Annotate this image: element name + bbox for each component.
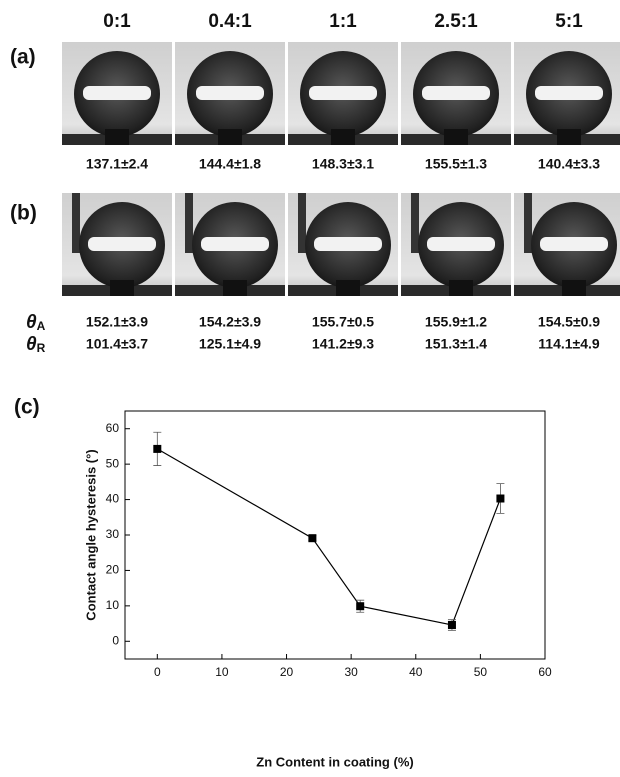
y-tick-label: 60 [106,421,120,435]
needle [185,193,193,253]
y-tick-label: 50 [106,456,120,470]
panel-label: (c) [14,396,40,419]
x-tick-label: 20 [280,665,294,679]
column-header: 0:1 [103,11,131,32]
droplet-base [557,129,581,145]
x-tick-label: 30 [344,665,358,679]
column-header: 2.5:1 [434,11,478,32]
column-header: 0.4:1 [208,11,252,32]
y-tick-label: 40 [106,492,120,506]
droplet-base [449,280,473,296]
droplet-photo [401,193,511,296]
advancing-angle: 154.2±3.9 [199,314,261,330]
y-tick-label: 10 [106,598,120,612]
droplet-highlight [309,86,377,100]
droplet-base [331,129,355,145]
contact-angle: 148.3±3.1 [312,156,374,172]
needle [298,193,306,253]
droplet-highlight [196,86,264,100]
droplet-photo [62,42,172,145]
x-tick-label: 0 [154,665,161,679]
droplet-highlight [535,86,603,100]
contact-angle: 144.4±1.8 [199,156,261,172]
data-point [356,602,365,611]
theta-symbol: θ [26,334,37,355]
receding-angle: 151.3±1.4 [425,336,487,352]
x-axis-label: Zn Content in coating (%) [256,754,413,769]
advancing-angle: 155.7±0.5 [312,314,374,330]
panel-label: (a) [10,46,36,69]
column-header: 5:1 [555,11,583,32]
y-tick-label: 30 [106,527,120,541]
droplet-photo [62,193,172,296]
droplet-highlight [201,237,269,251]
droplet-highlight [427,237,495,251]
needle [411,193,419,253]
plot-frame [124,410,546,660]
theta-label: θR [26,334,46,355]
droplet-base [105,129,129,145]
droplet-base [562,280,586,296]
advancing-angle: 154.5±0.9 [538,314,600,330]
needle [524,193,532,253]
x-tick-label: 10 [215,665,229,679]
y-axis-label: Contact angle hysteresis (°) [83,449,98,620]
droplet-highlight [83,86,151,100]
droplet-highlight [422,86,490,100]
droplet-base [110,280,134,296]
droplet-highlight [314,237,382,251]
droplet-base [218,129,242,145]
data-point [308,534,317,543]
droplet-photo [288,193,398,296]
advancing-angle: 152.1±3.9 [86,314,148,330]
y-tick-label: 0 [112,633,119,647]
data-point [153,444,162,453]
theta-label: θA [26,312,46,333]
droplet-photo [288,42,398,145]
droplet-photo [514,193,620,296]
droplet-photo [175,42,285,145]
droplet-base [336,280,360,296]
theta-symbol: θ [26,312,37,333]
droplet-photo [175,193,285,296]
contact-angle: 140.4±3.3 [538,156,600,172]
droplet-photo [401,42,511,145]
panel-label: (b) [10,202,37,225]
data-point [447,620,456,629]
theta-subscript: R [37,341,46,355]
droplet-highlight [540,237,608,251]
receding-angle: 125.1±4.9 [199,336,261,352]
data-line [157,448,501,626]
droplet-photo [514,42,620,145]
needle [72,193,80,253]
advancing-angle: 155.9±1.2 [425,314,487,330]
receding-angle: 101.4±3.7 [86,336,148,352]
receding-angle: 114.1±4.9 [538,336,600,352]
receding-angle: 141.2±9.3 [312,336,374,352]
droplet-base [444,129,468,145]
droplet-highlight [88,237,156,251]
x-tick-label: 40 [409,665,423,679]
y-tick-label: 20 [106,563,120,577]
data-point [496,494,505,503]
droplet-base [223,280,247,296]
contact-angle: 155.5±1.3 [425,156,487,172]
column-header: 1:1 [329,11,357,32]
contact-angle: 137.1±2.4 [86,156,148,172]
theta-subscript: A [37,319,46,333]
x-tick-label: 60 [538,665,552,679]
x-tick-label: 50 [474,665,488,679]
